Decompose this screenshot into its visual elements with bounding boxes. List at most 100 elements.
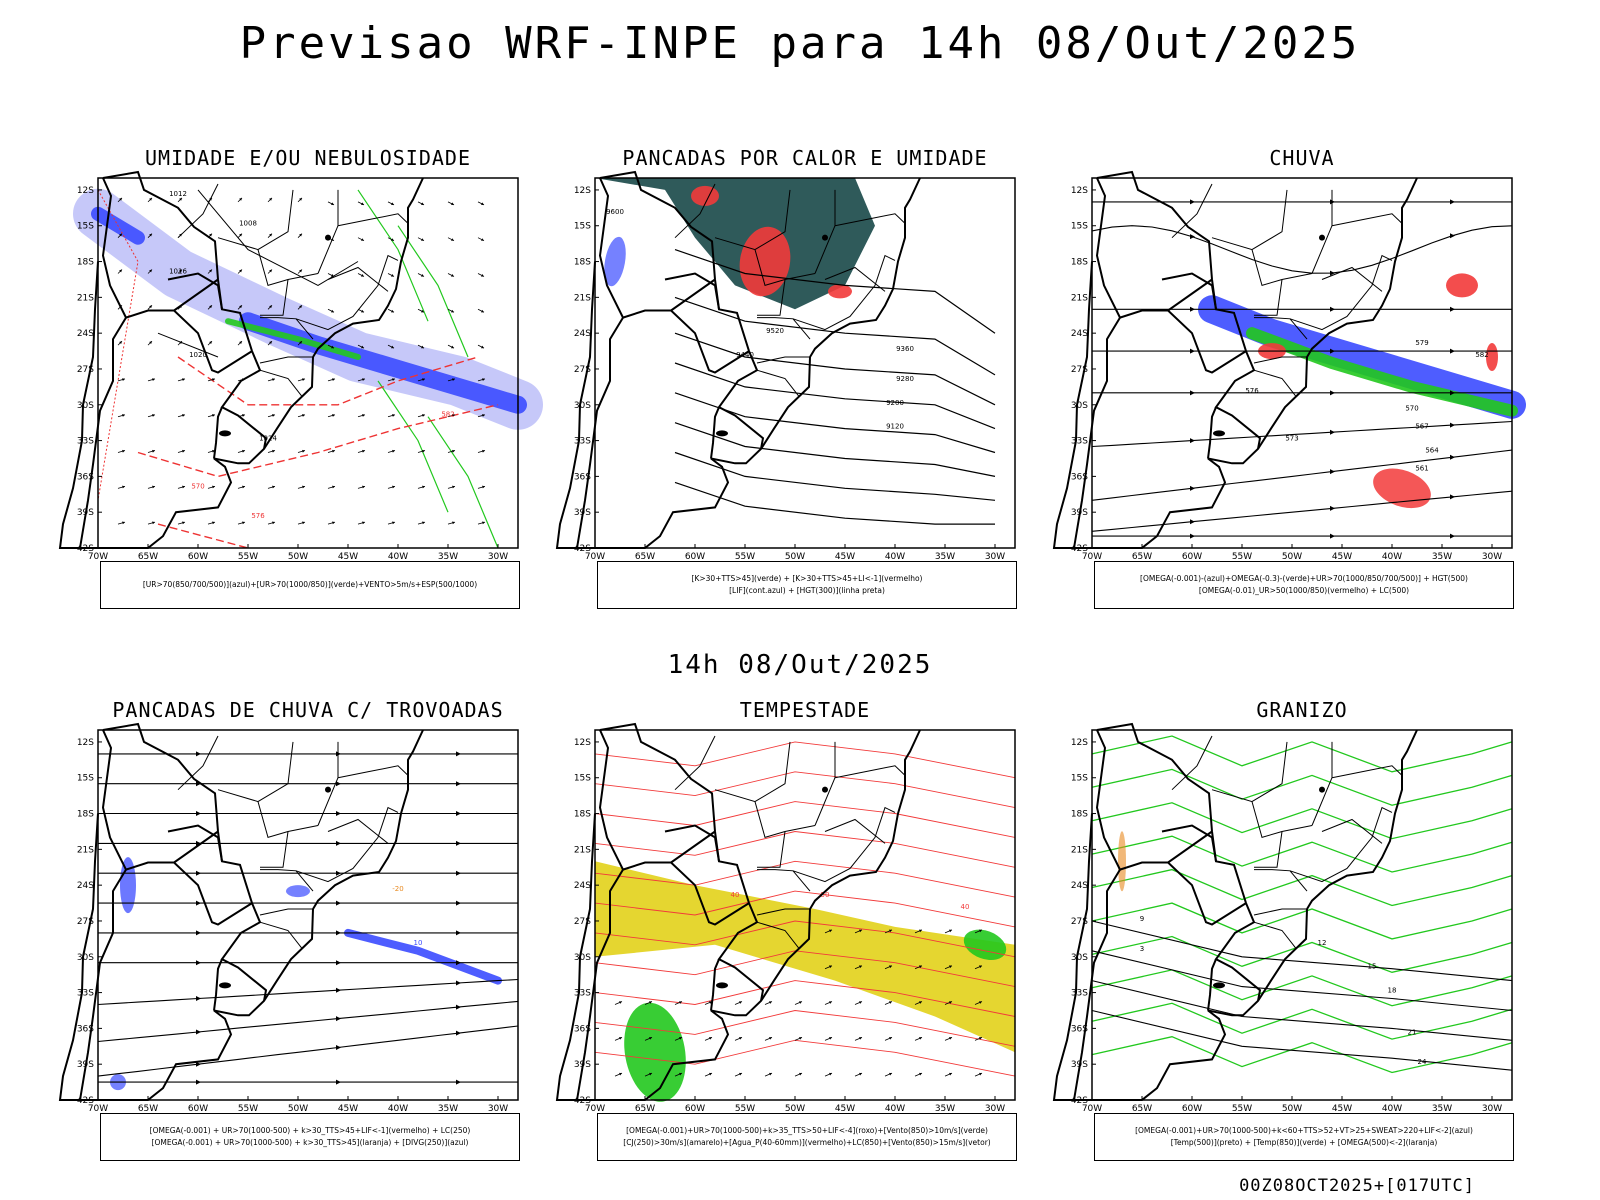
panel-legend: [K>30+TTS>45](verde) + [K>30+TTS>45+LI<-… xyxy=(597,561,1017,609)
lon-tick-label: 60W xyxy=(188,1104,208,1114)
temperature-500-contour xyxy=(1091,950,1513,1012)
coastlines xyxy=(1052,722,1418,1101)
lon-tick-label: 50W xyxy=(288,552,308,562)
legend-line: [LIF](cont.azul) + [HGT(300)](linha pret… xyxy=(729,586,885,595)
lon-tick-label: 50W xyxy=(1282,552,1302,562)
lat-tick-label: 12S xyxy=(77,186,94,196)
country-border xyxy=(1096,170,1247,352)
lon-tick-label: 45W xyxy=(1332,1104,1352,1114)
contour-label: 1020 xyxy=(189,351,207,359)
state-border xyxy=(834,765,906,779)
lon-tick-label: 60W xyxy=(685,1104,705,1114)
lat-tick-label: 24S xyxy=(574,329,591,339)
lat-tick-label: 12S xyxy=(1071,738,1088,748)
lon-tick-label: 70W xyxy=(88,1104,108,1114)
lon-tick-label: 55W xyxy=(238,552,258,562)
divergence-area xyxy=(344,928,502,985)
country-border xyxy=(79,317,127,549)
country-border xyxy=(172,278,253,374)
contour-label: 573 xyxy=(1285,435,1298,443)
legend-line: [OMEGA(-0.001) + UR>70(1000-500) + k>30_… xyxy=(151,1138,469,1147)
panel-title: CHUVA xyxy=(1269,146,1335,170)
legend-line: [Temp(500)](preto) + [Temp(850)](verde) … xyxy=(1170,1138,1438,1147)
temperature-850-contour xyxy=(1091,835,1513,873)
lat-tick-label: 33S xyxy=(77,437,94,447)
streamlines xyxy=(97,751,519,1085)
state-border xyxy=(1253,908,1306,916)
state-border xyxy=(756,356,809,364)
lat-tick-label: 21S xyxy=(574,293,591,303)
heavy-rain-area xyxy=(1373,468,1431,509)
state-border xyxy=(1331,213,1403,227)
country-border xyxy=(172,830,253,926)
lat-tick-label: 21S xyxy=(574,845,591,855)
coastlines xyxy=(58,170,424,549)
map-tempestade: 40 50 40 12S 15S 18S 21S 24S 27S 30S 33S 36S 39S 42S 7… xyxy=(555,722,1016,1114)
state-border xyxy=(1289,254,1393,331)
lat-tick-label: 36S xyxy=(574,1024,591,1034)
lat-tick-label: 18S xyxy=(1071,810,1088,820)
lon-tick-label: 40W xyxy=(885,552,905,562)
temperature-850-contour xyxy=(1091,902,1513,940)
coastlines xyxy=(555,722,921,1101)
height-contour xyxy=(674,249,996,334)
legend-line: [K>30+TTS>45](verde) + [K>30+TTS>45+LI<-… xyxy=(691,574,923,583)
wind-vectors xyxy=(614,929,983,1077)
lat-tick-label: 27S xyxy=(77,917,94,927)
lon-tick-label: 70W xyxy=(585,1104,605,1114)
country-border xyxy=(1161,272,1217,310)
country-border xyxy=(102,170,253,352)
lon-tick-label: 65W xyxy=(635,552,655,562)
lat-tick-label: 39S xyxy=(77,508,94,518)
lat-tick-label: 18S xyxy=(574,810,591,820)
lat-tick-label: 24S xyxy=(1071,881,1088,891)
lon-tick-label: 70W xyxy=(1082,552,1102,562)
heavy-rain-area xyxy=(1446,273,1478,298)
country-border xyxy=(669,278,750,374)
lon-tick-label: 50W xyxy=(785,552,805,562)
run-timestamp: 00Z08OCT2025+[017UTC] xyxy=(1239,1176,1475,1196)
map-granizo: 12 15 18 21 24 9 3 12S 15S 18S 21S 24S 27S 30S 33S 36S 3… xyxy=(1052,722,1513,1114)
lat-tick-label: 39S xyxy=(77,1060,94,1070)
panel-legend: [OMEGA(-0.001) + UR>70(1000-500) + k>30_… xyxy=(100,1113,520,1161)
coastlines xyxy=(1052,170,1418,549)
height-contour xyxy=(674,422,996,477)
lat-tick-label: 15S xyxy=(574,774,591,784)
state-border xyxy=(1211,741,1288,803)
strong-wind-area xyxy=(963,929,1007,960)
temperature-500-contour xyxy=(1091,1009,1513,1071)
lat-tick-label: 33S xyxy=(574,437,591,447)
country-border xyxy=(1161,824,1217,862)
wind-contour xyxy=(594,920,1016,958)
lat-tick-label: 24S xyxy=(77,329,94,339)
state-border xyxy=(1171,735,1213,791)
lon-tick-label: 35W xyxy=(438,1104,458,1114)
panel-legend: [OMEGA(-0.001)+UR>70(1000-500)+k<60+TTS>… xyxy=(1094,1113,1514,1161)
wind-contour xyxy=(594,980,1016,1017)
lat-tick-label: 18S xyxy=(77,258,94,268)
legend-line: [UR>70(850/700/500)](azul)+[UR>70(1000/8… xyxy=(142,580,478,589)
state-border xyxy=(177,735,219,791)
lat-tick-label: 36S xyxy=(1071,472,1088,482)
map-canvas: 12 15 18 21 24 9 3 12S 15S 18S 21S 24S 27S 30S 33S 36S 3… xyxy=(1052,722,1513,1114)
wind-contour xyxy=(594,860,1016,898)
lon-tick-label: 30W xyxy=(985,552,1005,562)
country-border xyxy=(1166,278,1247,374)
country-border xyxy=(710,406,720,459)
wind-contour xyxy=(594,801,1016,838)
lon-tick-label: 50W xyxy=(288,1104,308,1114)
state-border xyxy=(317,741,339,826)
lat-tick-label: 33S xyxy=(1071,437,1088,447)
lat-tick-label: 21S xyxy=(1071,293,1088,303)
low-level-humidity xyxy=(225,318,361,360)
state-border xyxy=(754,801,816,839)
coastline xyxy=(555,177,921,549)
state-border xyxy=(754,249,816,287)
lon-tick-label: 40W xyxy=(388,552,408,562)
wind-contour xyxy=(594,741,1016,779)
lat-tick-label: 24S xyxy=(1071,329,1088,339)
temperature-850-contour xyxy=(1091,1002,1513,1040)
lon-tick-label: 60W xyxy=(1182,552,1202,562)
state-border xyxy=(217,189,294,251)
